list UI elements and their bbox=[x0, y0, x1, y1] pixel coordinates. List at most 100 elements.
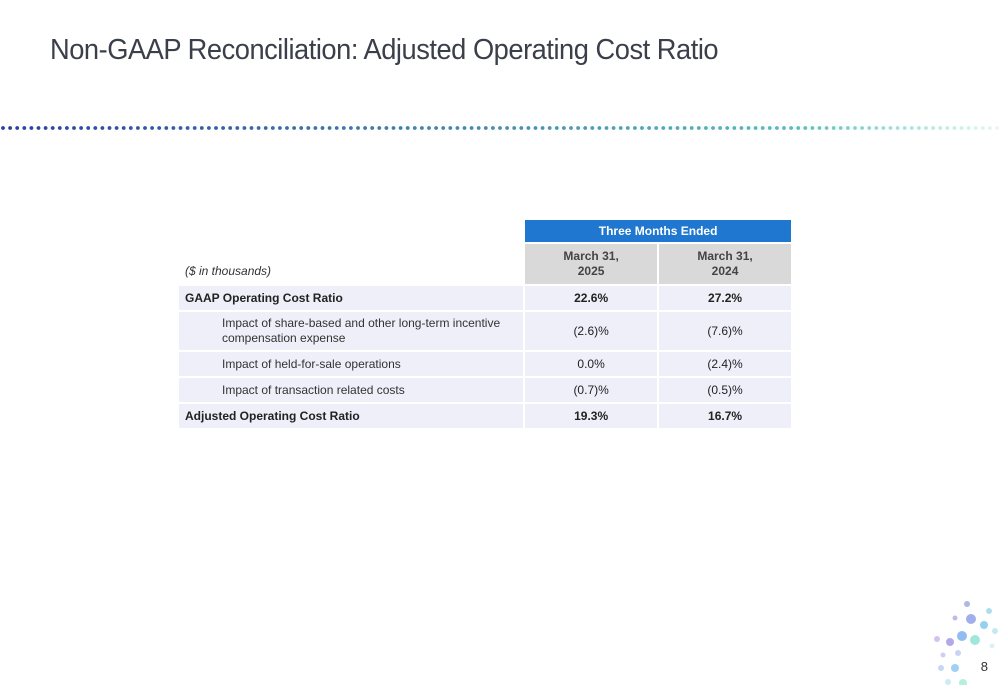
divider-dot bbox=[796, 126, 801, 130]
divider-dot bbox=[711, 126, 715, 130]
divider-dot bbox=[434, 126, 438, 130]
divider-dot bbox=[938, 126, 943, 130]
divider-dot bbox=[895, 126, 900, 130]
row-label: GAAP Operating Cost Ratio bbox=[179, 286, 524, 310]
divider-dot bbox=[654, 126, 659, 130]
divider-dot bbox=[150, 126, 155, 130]
divider-dot bbox=[718, 126, 722, 130]
divider-dot bbox=[540, 126, 545, 130]
divider-dot bbox=[370, 126, 375, 130]
divider-dot bbox=[79, 126, 83, 130]
divider-dot bbox=[902, 126, 907, 130]
divider-dot bbox=[824, 126, 829, 130]
divider-dot bbox=[696, 126, 701, 130]
divider-dot bbox=[952, 126, 957, 130]
divider-dot bbox=[8, 126, 13, 130]
divider-dot bbox=[1, 126, 5, 130]
row-value-2025: 19.3% bbox=[525, 404, 658, 428]
divider-dot bbox=[192, 126, 197, 130]
divider-dot bbox=[704, 126, 708, 130]
divider-dot bbox=[72, 126, 76, 130]
divider-dot bbox=[256, 126, 261, 130]
divider-dot bbox=[199, 126, 204, 130]
divider-dot bbox=[767, 126, 772, 130]
divider-dot bbox=[242, 126, 247, 130]
divider-dot bbox=[93, 126, 98, 130]
divider-dot bbox=[647, 126, 651, 130]
divider-dot bbox=[533, 126, 538, 130]
divider-dot bbox=[846, 126, 850, 130]
reconciliation-table: Three Months Ended ($ in thousands) Marc… bbox=[177, 218, 793, 430]
row-value-2025: (0.7)% bbox=[525, 378, 658, 402]
divider-dot bbox=[789, 126, 793, 130]
divider-dot bbox=[455, 126, 460, 130]
divider-dot bbox=[285, 126, 289, 130]
column-header-2025: March 31, 2025 bbox=[525, 244, 658, 284]
divider-dot bbox=[476, 126, 481, 130]
divider-dot bbox=[136, 126, 140, 130]
divider-dot bbox=[597, 126, 602, 130]
divider-dot bbox=[526, 126, 531, 130]
divider-dot bbox=[775, 126, 779, 130]
divider-dot bbox=[498, 126, 502, 130]
divider-dot bbox=[512, 126, 517, 130]
divider-dot bbox=[618, 126, 623, 130]
divider-dot bbox=[398, 126, 403, 130]
divider-dot bbox=[420, 126, 424, 130]
divider-dot bbox=[682, 126, 687, 130]
row-label: Adjusted Operating Cost Ratio bbox=[179, 404, 524, 428]
table-row: Impact of transaction related costs (0.7… bbox=[179, 378, 791, 402]
divider-dot bbox=[384, 126, 389, 130]
divider-dot bbox=[668, 126, 673, 130]
row-value-2024: 27.2% bbox=[659, 286, 791, 310]
divider-dot bbox=[143, 126, 147, 130]
divider-dot bbox=[36, 126, 41, 130]
divider-dot bbox=[554, 126, 559, 130]
divider-dot bbox=[753, 126, 758, 130]
divider-dot bbox=[164, 126, 169, 130]
divider-dot bbox=[327, 126, 332, 130]
divider-dot bbox=[441, 126, 446, 130]
divider-dot bbox=[341, 126, 346, 130]
divider-dot bbox=[881, 126, 886, 130]
divider-dot bbox=[356, 126, 360, 130]
divider-dot bbox=[583, 126, 588, 130]
divider-dot bbox=[249, 126, 254, 130]
divider-dot bbox=[931, 126, 935, 130]
units-label: ($ in thousands) bbox=[185, 264, 272, 278]
divider-dot bbox=[228, 126, 233, 130]
divider-dot bbox=[43, 126, 48, 130]
table-row: Impact of share-based and other long-ter… bbox=[179, 312, 791, 350]
divider-dot bbox=[483, 126, 488, 130]
divider-dot bbox=[995, 126, 999, 130]
divider-dot bbox=[50, 126, 55, 130]
row-value-2024: (7.6)% bbox=[659, 312, 791, 350]
divider-dot bbox=[207, 126, 211, 130]
divider-dot bbox=[377, 126, 382, 130]
divider-dot bbox=[625, 126, 630, 130]
row-value-2025: 0.0% bbox=[525, 352, 658, 376]
divider-dot bbox=[185, 126, 190, 130]
divider-dot bbox=[980, 126, 985, 130]
divider-dot bbox=[57, 126, 62, 130]
divider-dot bbox=[107, 126, 112, 130]
divider-dot bbox=[29, 126, 34, 130]
divider-dot bbox=[491, 126, 495, 130]
divider-dot bbox=[412, 126, 417, 130]
table-row: Adjusted Operating Cost Ratio 19.3% 16.7… bbox=[179, 404, 791, 428]
divider-dot bbox=[732, 126, 737, 130]
divider-dot bbox=[86, 126, 91, 130]
divider-dot bbox=[924, 126, 928, 130]
divider-dot bbox=[640, 126, 644, 130]
divider-dot bbox=[157, 126, 162, 130]
divider-dot bbox=[171, 126, 176, 130]
divider-dot bbox=[803, 126, 808, 130]
divider-dot bbox=[874, 126, 879, 130]
divider-dot bbox=[725, 126, 730, 130]
divider-dot bbox=[633, 126, 637, 130]
divider-dot bbox=[867, 126, 872, 130]
divider-dot bbox=[214, 126, 218, 130]
divider-dot bbox=[689, 126, 694, 130]
divider-dot bbox=[959, 126, 964, 130]
divider-dot bbox=[853, 126, 857, 130]
